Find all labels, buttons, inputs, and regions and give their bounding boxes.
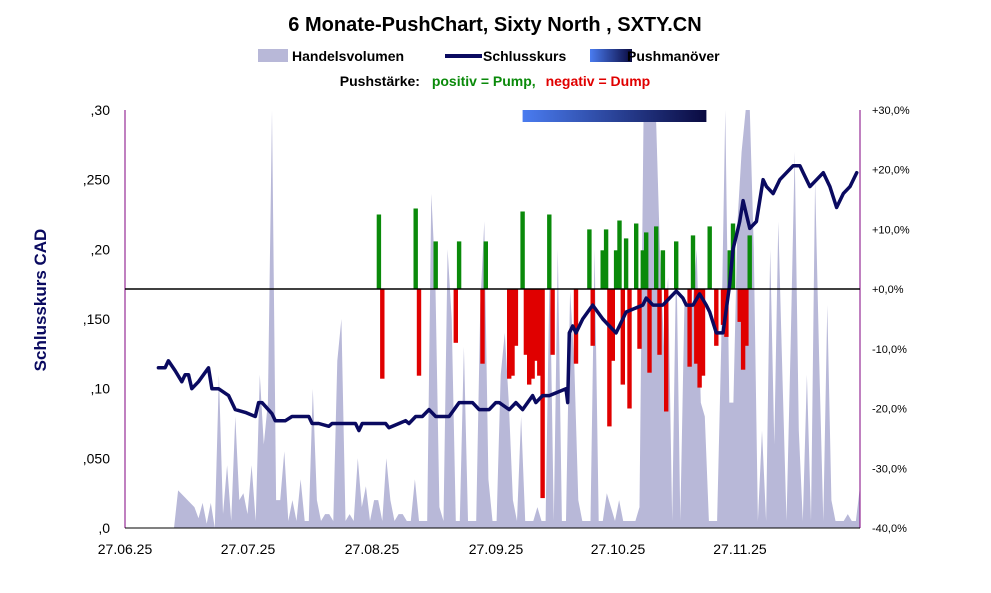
y2-tick-label: +0,0%	[872, 284, 904, 296]
push-bar-negative	[744, 289, 749, 346]
x-tick-labels: 27.06.25 27.07.25 27.08.25 27.09.25 27.10.25…	[98, 541, 767, 557]
push-bar-negative	[664, 289, 669, 412]
push-bar-positive	[634, 223, 639, 290]
push-bar-positive	[483, 241, 488, 290]
x-tick-label: 27.08.25	[345, 541, 400, 557]
push-bar-positive	[456, 241, 462, 290]
x-tick-label: 27.09.25	[469, 541, 524, 557]
push-bar-negative	[550, 289, 555, 355]
close-price-line	[156, 163, 859, 433]
push-bar-negative	[647, 289, 652, 373]
pushstaerke-label: Pushstärke:	[340, 73, 420, 89]
push-bar-negative	[453, 289, 458, 343]
legend-push-swatch	[590, 49, 632, 62]
push-bar-negative	[513, 289, 519, 346]
push-bar-negative	[416, 289, 422, 376]
push-maneuver-layer	[522, 110, 707, 122]
push-bar-positive	[690, 235, 696, 290]
push-bar-negative	[527, 289, 532, 385]
push-bar-negative	[533, 289, 539, 361]
push-bar-negative	[627, 289, 632, 409]
push-bar-negative	[590, 289, 595, 346]
legend: Handelsvolumen Schlusskurs Pushmanöver	[258, 48, 720, 64]
y-tick-label: ,0	[98, 520, 110, 536]
push-bar-negative	[523, 289, 529, 355]
y2-tick-label: +30,0%	[872, 105, 910, 117]
x-tick-label: 27.10.25	[591, 541, 646, 557]
y-tick-label: ,20	[91, 241, 111, 257]
push-bar-negative	[740, 289, 746, 370]
push-bar-positive	[600, 250, 605, 290]
push-bar-positive	[660, 250, 666, 290]
y2-tick-label: -30,0%	[872, 463, 907, 475]
push-maneuver-bar	[522, 110, 707, 122]
legend-volume-label: Handelsvolumen	[292, 48, 404, 64]
push-bar-positive	[520, 211, 525, 290]
y2-tick-label: -10,0%	[872, 344, 907, 356]
push-bar-negative	[714, 289, 719, 346]
legend-close-label: Schlusskurs	[483, 48, 566, 64]
push-bar-negative	[720, 289, 726, 325]
push-bar-negative	[540, 289, 545, 499]
push-bar-negative	[610, 289, 615, 361]
push-bar-positive	[547, 214, 552, 290]
push-bar-positive	[413, 208, 418, 290]
pushstaerke-negative: negativ = Dump	[546, 73, 651, 89]
push-bar-positive	[587, 229, 592, 290]
push-bar-negative	[537, 289, 542, 376]
push-bar-negative	[737, 289, 742, 322]
x-tick-label: 27.07.25	[221, 541, 276, 557]
push-bar-negative	[480, 289, 485, 364]
pushstaerke-positive: positiv = Pump,	[432, 73, 536, 89]
push-bar-positive	[617, 220, 622, 290]
push-bar-negative	[697, 289, 702, 388]
push-bar-positive	[707, 226, 712, 290]
y2-tick-labels: -40,0% -30,0% -20,0% -10,0% +0,0% +10,0% +20,0…	[872, 105, 910, 535]
push-bar-positive	[644, 232, 649, 290]
push-bar-negative	[687, 289, 692, 367]
push-bar-positive	[376, 214, 382, 290]
push-bar-positive	[640, 250, 645, 290]
push-bar-negative	[510, 289, 515, 376]
close-line-layer	[156, 163, 859, 433]
push-bar-positive	[654, 226, 659, 290]
y2-tick-label: -20,0%	[872, 404, 907, 416]
pushstaerke-line: Pushstärke: positiv = Pump, negativ = Du…	[340, 73, 650, 89]
push-bar-positive	[674, 241, 679, 290]
x-tick-label: 27.06.25	[98, 541, 153, 557]
chart-title: 6 Monate-PushChart, Sixty North , SXTY.C…	[288, 14, 701, 36]
y2-tick-label: +20,0%	[872, 165, 910, 177]
push-bars-layer	[376, 208, 752, 499]
push-bar-negative	[607, 289, 612, 427]
x-tick-label: 27.11.25	[713, 541, 767, 557]
y-tick-label: ,050	[83, 450, 110, 466]
y-tick-label: ,150	[83, 311, 110, 327]
push-bar-positive	[603, 229, 609, 290]
y-tick-label: ,30	[91, 102, 111, 118]
push-bar-positive	[747, 235, 752, 290]
push-bar-negative	[620, 289, 625, 385]
push-bar-negative	[637, 289, 642, 349]
legend-volume-swatch	[258, 49, 288, 62]
volume-area	[125, 110, 860, 528]
y-tick-labels: ,0 ,050 ,10 ,150 ,20 ,250 ,30	[83, 102, 110, 536]
push-bar-positive	[433, 241, 438, 290]
push-bar-positive	[623, 238, 629, 290]
legend-push-label: Pushmanöver	[627, 48, 720, 64]
push-bar-negative	[507, 289, 512, 379]
push-bar-negative	[380, 289, 385, 379]
push-bar-positive	[613, 250, 619, 290]
push-bar-negative	[700, 289, 706, 376]
y-tick-label: ,10	[91, 381, 111, 397]
push-bar-negative	[530, 289, 535, 379]
y-tick-label: ,250	[83, 172, 110, 188]
push-bar-negative	[694, 289, 699, 364]
volume-layer	[125, 110, 860, 528]
y2-tick-label: -40,0%	[872, 523, 907, 535]
y2-tick-label: +10,0%	[872, 224, 910, 236]
push-bar-negative	[657, 289, 662, 355]
push-bar-negative	[573, 289, 579, 364]
y-axis-label: Schlusskurs CAD	[31, 229, 50, 372]
